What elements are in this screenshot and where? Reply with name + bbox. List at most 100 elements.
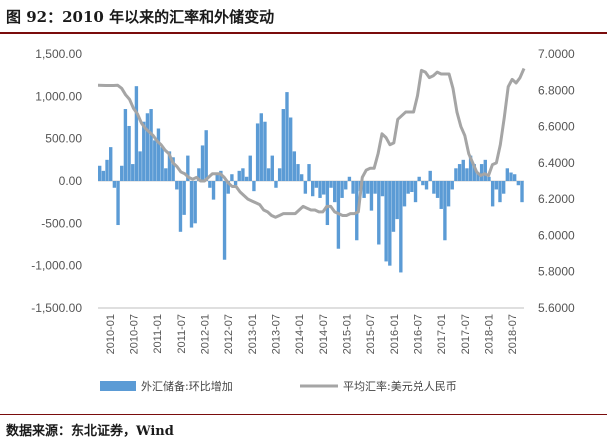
x-axis-tick-label: 2010-07 [129,314,141,354]
left-axis-tick-label: 500.00 [45,132,82,146]
bar [307,164,311,181]
bar [399,181,403,273]
bar [244,176,249,181]
bar [292,151,297,181]
bar [505,168,510,181]
x-axis-tick-label: 2011-07 [176,314,188,354]
left-axis-tick-label: -500.00 [41,216,82,230]
bar [472,164,476,181]
bar [138,151,142,181]
right-axis-tick-label: 6.6000 [538,120,575,134]
exchange-rate-line [97,67,526,219]
bar [413,181,418,203]
bar [299,174,304,181]
bar [450,181,454,190]
bar [479,164,484,181]
bar [134,86,139,181]
bar [512,174,517,181]
left-axis-tick-label: -1,500.00 [31,301,82,315]
x-axis-tick-label: 2012-07 [223,314,235,354]
bar [465,168,469,181]
left-axis-tick-label: -1,000.00 [31,259,82,273]
bar [149,109,153,181]
legend-line-label: 平均汇率:美元兑人民币 [343,379,457,393]
bar [373,181,377,194]
bar [105,159,109,181]
bar [248,155,252,181]
bar [402,181,407,207]
x-axis-tick-label: 2016-01 [389,314,401,354]
bar [509,172,513,181]
bar [406,181,410,194]
bar [417,176,421,181]
bar [391,181,396,232]
bar [277,168,282,181]
bar [344,181,348,190]
bar [333,181,337,203]
x-axis-tick-label: 2015-07 [365,314,377,354]
bar [197,168,201,181]
bar [204,130,208,181]
bar [468,155,473,181]
bar [325,181,330,226]
right-axis-tick-label: 6.0000 [538,228,575,242]
bar [384,181,388,262]
right-axis-tick-label: 7.0000 [538,47,575,61]
x-axis-tick-label: 2010-01 [105,314,117,354]
bar [351,181,355,194]
bar [263,121,267,181]
bar [171,157,175,181]
bar [476,172,480,181]
bar [454,168,458,181]
bar [116,181,120,226]
x-axis-tick-label: 2014-07 [318,314,330,354]
bar [498,181,502,203]
left-axis-tick-label: 1,500.00 [35,47,82,61]
bar [127,125,131,181]
right-axis-tick-label: 5.8000 [538,265,575,279]
bar [288,117,293,181]
x-axis-tick-label: 2011-01 [152,314,164,354]
bar [270,155,274,181]
bar [362,181,366,198]
bar [314,181,319,188]
bar [424,181,429,190]
bar [167,151,172,181]
bar [211,181,216,200]
bar [520,181,524,203]
bar [274,181,278,188]
bar [329,181,333,188]
bar [432,181,436,194]
bar [237,170,241,181]
left-axis-tick-label: 1,000.00 [35,89,82,103]
x-axis-ticks: 2010-01 2010-07 2011-01 2011-07 2012-01 2012-… [105,314,519,354]
bar [355,181,359,241]
bar [186,155,190,181]
bar [178,181,183,232]
bar [109,147,113,181]
bar [226,181,230,194]
x-axis-tick-label: 2013-07 [271,314,283,354]
left-axis-tick-label: 0.00 [59,174,83,188]
x-axis-tick-label: 2013-01 [247,314,259,354]
right-axis-tick-label: 6.4000 [538,156,575,170]
bar [182,181,186,215]
x-axis-tick-label: 2014-01 [294,314,306,354]
bar [461,159,465,181]
x-axis-tick-label: 2017-07 [460,314,472,354]
bar [252,181,256,192]
bar [446,181,451,207]
legend: 外汇储备:环比增加 平均汇率:美元兑人民币 [100,379,457,393]
bar [347,176,352,181]
bar-series [98,86,524,273]
bar [281,109,285,181]
right-axis-tick-label: 6.8000 [538,83,575,97]
bar [428,170,432,181]
right-axis-tick-label: 6.2000 [538,192,575,206]
bar [259,113,263,181]
x-axis-tick-label: 2017-01 [436,314,448,354]
bar [153,140,157,181]
bar [101,170,106,181]
source-note: 数据来源：东北证券，Wind [6,424,174,439]
bar [490,181,495,207]
